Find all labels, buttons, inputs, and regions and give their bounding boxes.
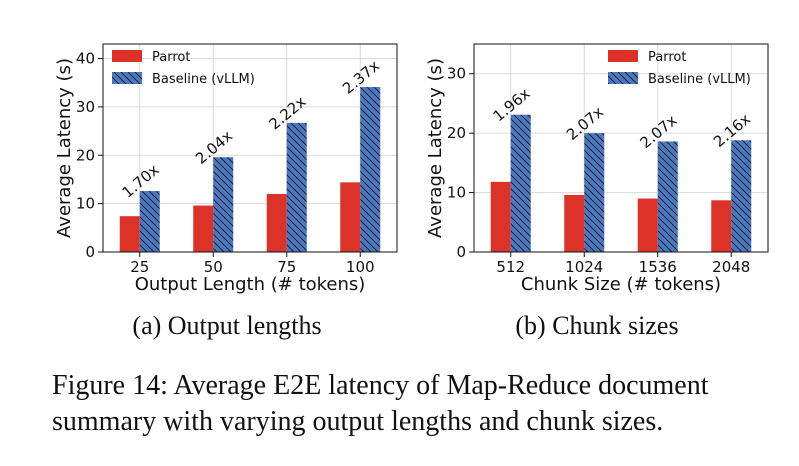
bar-baseline — [731, 140, 752, 252]
y-axis-label: Average Latency (s) — [425, 58, 446, 238]
y-tick-label: 0 — [456, 243, 466, 261]
bar-baseline — [139, 191, 160, 252]
legend-swatch — [112, 72, 142, 84]
y-tick-label: 30 — [76, 98, 95, 116]
bar-baseline — [657, 141, 678, 252]
bar-baseline — [213, 157, 234, 252]
bar-parrot — [340, 182, 361, 252]
legend-label: Parrot — [648, 50, 686, 65]
x-tick-label: 512 — [496, 258, 525, 276]
x-tick-label: 75 — [277, 258, 296, 276]
bar-baseline — [510, 114, 531, 252]
legend-swatch — [608, 50, 638, 62]
legend-swatch — [112, 50, 142, 62]
legend: Parrot Baseline (vLLM) — [608, 50, 751, 87]
y-tick-label: 0 — [85, 243, 95, 261]
x-tick-label: 25 — [130, 258, 149, 276]
bar-baseline — [360, 87, 381, 252]
y-tick-label: 20 — [76, 146, 95, 164]
bar-parrot — [711, 200, 732, 252]
x-tick-label: 50 — [204, 258, 223, 276]
x-tick-label: 2048 — [712, 258, 750, 276]
subcaption-a: (a) Output lengths — [132, 311, 321, 340]
subcaption-b: (b) Chunk sizes — [515, 311, 678, 340]
y-tick-label: 30 — [447, 65, 466, 83]
bar-parrot — [119, 216, 140, 252]
bar-parrot — [490, 181, 511, 252]
legend-swatch — [608, 72, 638, 84]
chart-output-lengths: 1.70x252.04x502.22x752.37x100010203040Ou… — [54, 43, 398, 295]
x-tick-label: 1024 — [565, 258, 603, 276]
y-tick-label: 10 — [76, 195, 95, 213]
x-tick-label: 1536 — [639, 258, 677, 276]
bar-parrot — [637, 198, 658, 252]
x-axis-label: Output Length (# tokens) — [135, 274, 366, 295]
bar-baseline — [286, 122, 307, 252]
legend-label: Baseline (vLLM) — [648, 72, 751, 87]
y-tick-label: 40 — [76, 50, 95, 68]
y-axis-label: Average Latency (s) — [54, 58, 75, 238]
y-tick-label: 10 — [447, 184, 466, 202]
legend: Parrot Baseline (vLLM) — [112, 50, 255, 87]
plot-frame — [473, 43, 769, 253]
y-tick-label: 20 — [447, 124, 466, 142]
bar-baseline — [584, 133, 605, 252]
bar-parrot — [193, 205, 214, 252]
bar-parrot — [564, 194, 585, 252]
figure-caption: Figure 14: Average E2E latency of Map-Re… — [52, 370, 709, 437]
legend-label: Parrot — [152, 50, 190, 65]
plot-frame — [102, 43, 398, 253]
x-tick-label: 100 — [346, 258, 375, 276]
x-axis-label: Chunk Size (# tokens) — [521, 274, 721, 295]
chart-chunk-sizes: 1.96x5122.07x10242.07x15362.16x204801020… — [425, 43, 769, 295]
bar-parrot — [266, 193, 287, 252]
legend-label: Baseline (vLLM) — [152, 72, 255, 87]
